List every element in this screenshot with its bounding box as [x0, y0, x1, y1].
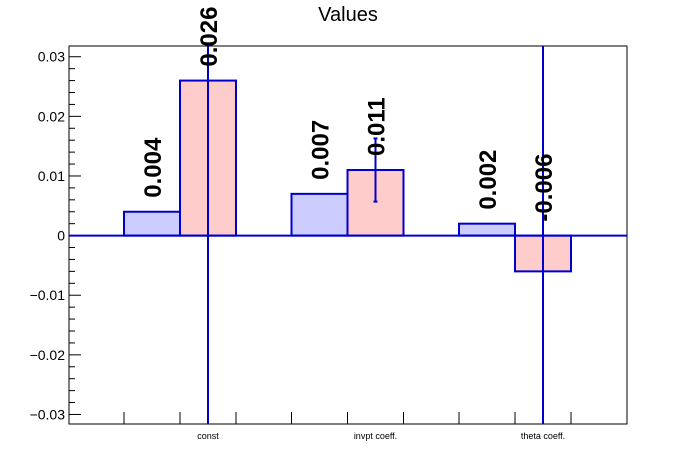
x-category-label: const	[197, 431, 219, 441]
y-tick-label: −0.01	[30, 287, 66, 303]
y-tick-label: 0.03	[38, 49, 65, 65]
data-label: 0.026	[196, 7, 223, 67]
y-tick-label: 0.01	[38, 168, 65, 184]
y-tick-label: −0.03	[30, 406, 66, 422]
data-label: 0.011	[364, 97, 391, 156]
data-label: 0.007	[308, 120, 335, 180]
data-label: -0.006	[531, 154, 558, 222]
x-category-label: theta coeff.	[521, 431, 565, 441]
y-tick-label: 0	[57, 228, 65, 244]
data-label: 0.004	[140, 137, 167, 198]
data-label: 0.002	[475, 150, 502, 210]
x-category-label: invpt coeff.	[354, 431, 397, 441]
bar	[458, 222, 516, 237]
y-tick-label: 0.02	[38, 108, 65, 124]
bar	[290, 192, 349, 237]
bar	[123, 210, 181, 237]
chart-title: Values	[318, 4, 378, 26]
y-tick-label: −0.02	[30, 347, 66, 363]
